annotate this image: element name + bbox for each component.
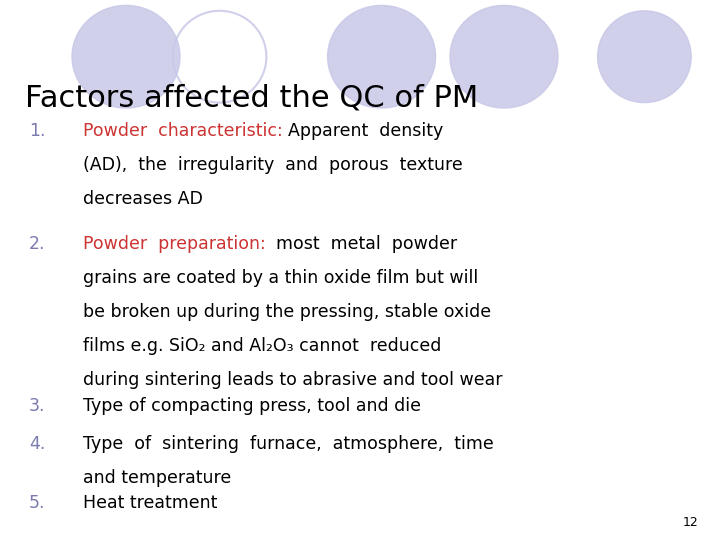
- Text: Apparent  density: Apparent density: [277, 122, 444, 139]
- Text: decreases AD: decreases AD: [83, 190, 202, 207]
- Ellipse shape: [72, 5, 180, 108]
- Text: 12: 12: [683, 516, 698, 529]
- Text: 5.: 5.: [29, 494, 45, 512]
- Text: grains are coated by a thin oxide film but will: grains are coated by a thin oxide film b…: [83, 269, 478, 287]
- Text: films e.g. SiO₂ and Al₂O₃ cannot  reduced: films e.g. SiO₂ and Al₂O₃ cannot reduced: [83, 337, 441, 355]
- Text: most  metal  powder: most metal powder: [265, 235, 457, 253]
- Ellipse shape: [328, 5, 436, 108]
- Text: (AD),  the  irregularity  and  porous  texture: (AD), the irregularity and porous textur…: [83, 156, 462, 173]
- Text: 1.: 1.: [29, 122, 45, 139]
- Text: Powder  characteristic:: Powder characteristic:: [83, 122, 282, 139]
- Ellipse shape: [598, 11, 691, 103]
- Text: Type of compacting press, tool and die: Type of compacting press, tool and die: [83, 397, 420, 415]
- Text: Powder  preparation:: Powder preparation:: [83, 235, 266, 253]
- Text: Heat treatment: Heat treatment: [83, 494, 217, 512]
- Text: Type  of  sintering  furnace,  atmosphere,  time: Type of sintering furnace, atmosphere, t…: [83, 435, 493, 453]
- Text: 4.: 4.: [29, 435, 45, 453]
- Text: 3.: 3.: [29, 397, 45, 415]
- Text: be broken up during the pressing, stable oxide: be broken up during the pressing, stable…: [83, 303, 491, 321]
- Text: and temperature: and temperature: [83, 469, 231, 487]
- Ellipse shape: [450, 5, 558, 108]
- Text: during sintering leads to abrasive and tool wear: during sintering leads to abrasive and t…: [83, 371, 503, 389]
- Text: Factors affected the QC of PM: Factors affected the QC of PM: [25, 84, 479, 113]
- Text: 2.: 2.: [29, 235, 45, 253]
